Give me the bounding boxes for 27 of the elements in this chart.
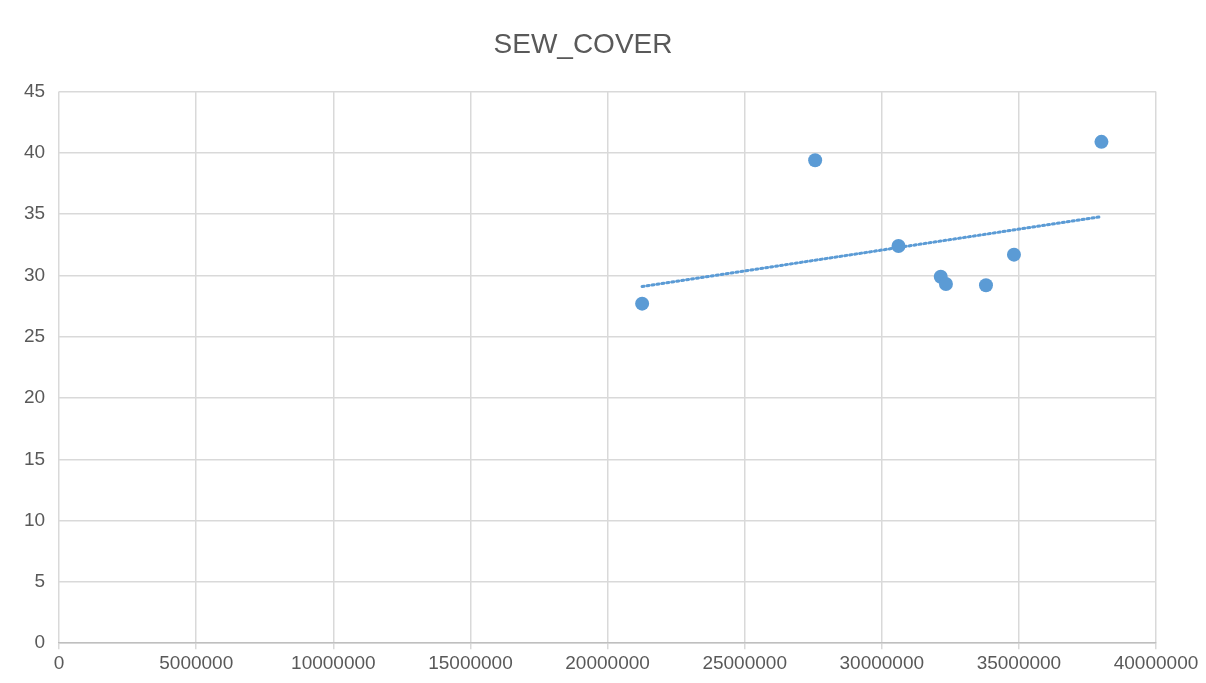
x-tick-label: 20000000	[565, 651, 650, 673]
x-tick-label: 10000000	[291, 651, 376, 673]
point	[938, 277, 953, 292]
x-tick-label: 0	[53, 651, 65, 673]
y-tick-label: 45	[23, 79, 46, 101]
point	[635, 296, 650, 311]
x-tick-label: 25000000	[702, 651, 787, 673]
y-tick-label: 0	[34, 631, 46, 653]
y-tick-label: 35	[23, 202, 46, 224]
y-tick-label: 15	[23, 447, 46, 469]
chart-title: SEW_COVER	[493, 27, 673, 59]
y-tick-label: 40	[23, 141, 46, 163]
point	[1094, 134, 1109, 149]
x-tick-label: 30000000	[839, 651, 925, 673]
y-tick-label: 20	[23, 386, 46, 408]
point	[891, 239, 906, 254]
x-tick-label: 15000000	[428, 651, 513, 673]
y-tick-label: 25	[23, 324, 46, 346]
y-tick-label: 30	[23, 263, 46, 285]
point	[978, 278, 993, 293]
y-tick-label: 10	[23, 508, 46, 530]
x-tick-label: 5000000	[159, 651, 234, 673]
point	[1006, 247, 1021, 262]
x-tick-label: 40000000	[1113, 651, 1199, 673]
point	[808, 153, 823, 168]
x-tick-label: 35000000	[976, 651, 1062, 673]
y-tick-label: 5	[34, 570, 46, 592]
